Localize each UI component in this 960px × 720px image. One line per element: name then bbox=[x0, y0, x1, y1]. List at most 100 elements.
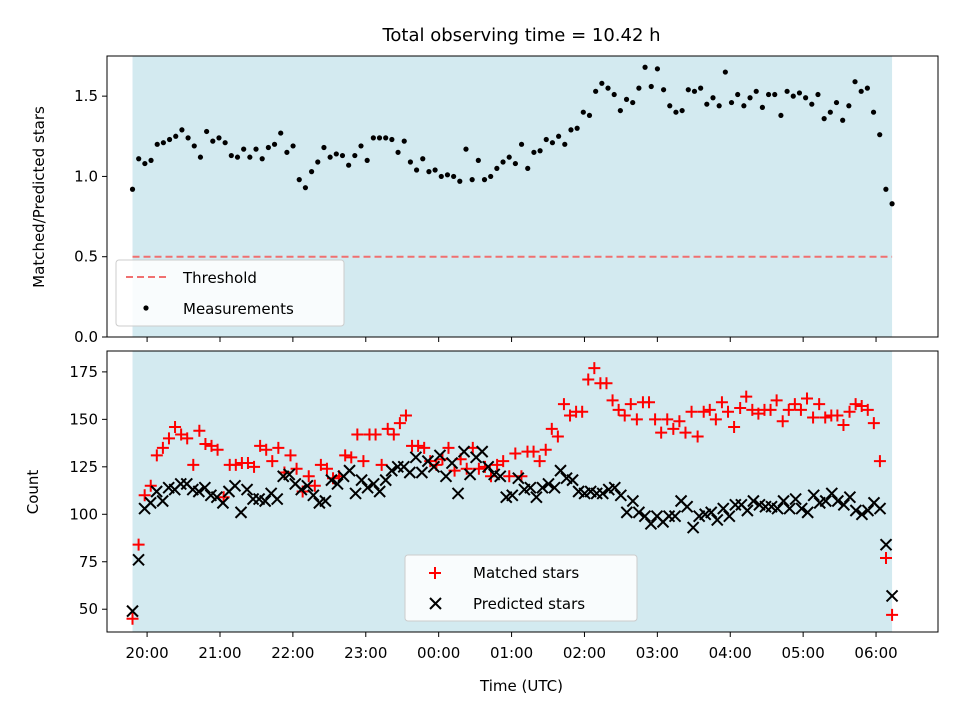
matched-star-marker bbox=[241, 457, 254, 470]
measurement-point bbox=[364, 157, 370, 163]
matched-star-marker bbox=[302, 470, 315, 483]
measurement-point bbox=[574, 125, 580, 131]
matched-star-markers bbox=[126, 362, 899, 625]
predicted-star-marker bbox=[150, 485, 163, 498]
predicted-star-marker bbox=[644, 517, 658, 530]
matched-star-marker bbox=[205, 439, 218, 452]
measurement-point bbox=[389, 136, 395, 143]
matched-star-marker bbox=[807, 411, 820, 424]
predicted-star-marker bbox=[831, 494, 845, 508]
matched-star-marker bbox=[497, 455, 510, 468]
predicted-star-marker bbox=[198, 481, 212, 494]
measurement-point bbox=[179, 127, 185, 133]
predicted-star-marker bbox=[506, 489, 519, 502]
measurement-point bbox=[537, 148, 543, 154]
predicted-star-marker bbox=[283, 468, 296, 481]
matched-star-marker bbox=[509, 447, 522, 460]
matched-star-marker bbox=[673, 415, 686, 428]
measurement-point bbox=[438, 173, 444, 180]
measurement-point bbox=[630, 99, 636, 106]
x-tick-label: 23:00 bbox=[344, 644, 387, 662]
measurement-point bbox=[531, 149, 537, 155]
predicted-star-marker bbox=[234, 506, 248, 519]
matched-star-marker bbox=[734, 401, 747, 414]
predicted-star-marker bbox=[439, 470, 453, 483]
matched-star-marker bbox=[643, 396, 656, 409]
predicted-star-marker bbox=[632, 506, 646, 519]
predicted-star-marker bbox=[373, 485, 386, 498]
predicted-star-marker bbox=[620, 506, 634, 519]
measurement-point bbox=[136, 156, 142, 162]
measurement-point bbox=[728, 99, 735, 106]
measurement-point bbox=[216, 135, 222, 141]
predicted-star-marker bbox=[711, 513, 724, 527]
measurement-point bbox=[858, 88, 864, 94]
measurement-point bbox=[525, 165, 531, 171]
bottom-legend-box bbox=[404, 554, 638, 622]
measurement-point bbox=[451, 173, 457, 180]
measurement-point bbox=[722, 69, 728, 75]
top-x-ticks bbox=[146, 337, 877, 342]
measurement-point bbox=[407, 159, 414, 165]
matched-star-marker bbox=[703, 403, 716, 416]
matched-star-marker bbox=[564, 409, 577, 422]
measurement-point bbox=[278, 130, 284, 136]
top-y-tick-label: 0.0 bbox=[74, 328, 98, 346]
measurement-point bbox=[648, 83, 654, 90]
predicted-star-marker bbox=[596, 487, 609, 500]
measurement-point bbox=[154, 141, 160, 147]
predicted-star-marker bbox=[494, 470, 507, 483]
predicted-star-marker bbox=[481, 460, 495, 474]
matched-star-marker bbox=[709, 413, 722, 426]
predicted-star-marker bbox=[626, 494, 640, 508]
matched-star-marker bbox=[557, 398, 570, 411]
measurement-point bbox=[753, 88, 759, 94]
matched-star-marker bbox=[503, 470, 516, 483]
measurement-point bbox=[815, 91, 821, 98]
measurement-point bbox=[809, 101, 815, 107]
predicted-star-marker bbox=[144, 496, 157, 510]
legend-matched-swatch bbox=[429, 567, 441, 579]
matched-star-marker bbox=[266, 455, 279, 468]
measurement-point bbox=[611, 91, 617, 98]
matched-star-marker bbox=[685, 405, 698, 418]
matched-star-marker bbox=[722, 405, 735, 418]
matched-star-marker bbox=[715, 396, 728, 409]
measurement-point bbox=[506, 154, 512, 160]
predicted-star-marker bbox=[385, 464, 398, 477]
matched-star-marker bbox=[788, 398, 801, 411]
measurement-point bbox=[654, 66, 661, 72]
matched-star-marker bbox=[399, 409, 412, 422]
measurement-point bbox=[358, 143, 364, 149]
predicted-star-marker bbox=[747, 494, 760, 508]
measurement-point bbox=[864, 85, 870, 91]
measurement-point bbox=[580, 109, 586, 115]
predicted-star-marker bbox=[216, 496, 230, 510]
predicted-star-marker bbox=[783, 502, 796, 515]
matched-star-marker bbox=[272, 441, 285, 454]
predicted-star-marker bbox=[457, 445, 471, 458]
predicted-star-marker bbox=[156, 494, 169, 508]
predicted-star-marker bbox=[536, 481, 549, 494]
measurement-point bbox=[321, 144, 327, 151]
matched-star-marker bbox=[612, 403, 625, 416]
top-legend: Threshold Measurements bbox=[115, 259, 345, 327]
matched-star-marker bbox=[424, 455, 437, 468]
predicted-star-marker bbox=[807, 489, 820, 502]
matched-star-marker bbox=[412, 439, 425, 452]
measurement-point bbox=[543, 136, 549, 143]
x-tick-label: 01:00 bbox=[490, 644, 533, 662]
matched-star-marker bbox=[697, 405, 710, 418]
measurement-point bbox=[271, 141, 278, 147]
matched-star-marker bbox=[691, 430, 704, 443]
matched-star-marker bbox=[618, 409, 631, 422]
measurement-point bbox=[222, 140, 228, 146]
measurement-point bbox=[636, 85, 642, 91]
measurement-point bbox=[883, 186, 889, 192]
predicted-star-marker bbox=[409, 451, 423, 464]
measurement-point bbox=[512, 160, 518, 167]
measurement-point bbox=[166, 136, 173, 143]
measurement-point bbox=[673, 109, 679, 115]
predicted-star-marker bbox=[512, 472, 525, 485]
bottom-panel: 50 75 100 125 150 175 20:00 21:00 22:00 23:00 00:… bbox=[24, 350, 939, 695]
